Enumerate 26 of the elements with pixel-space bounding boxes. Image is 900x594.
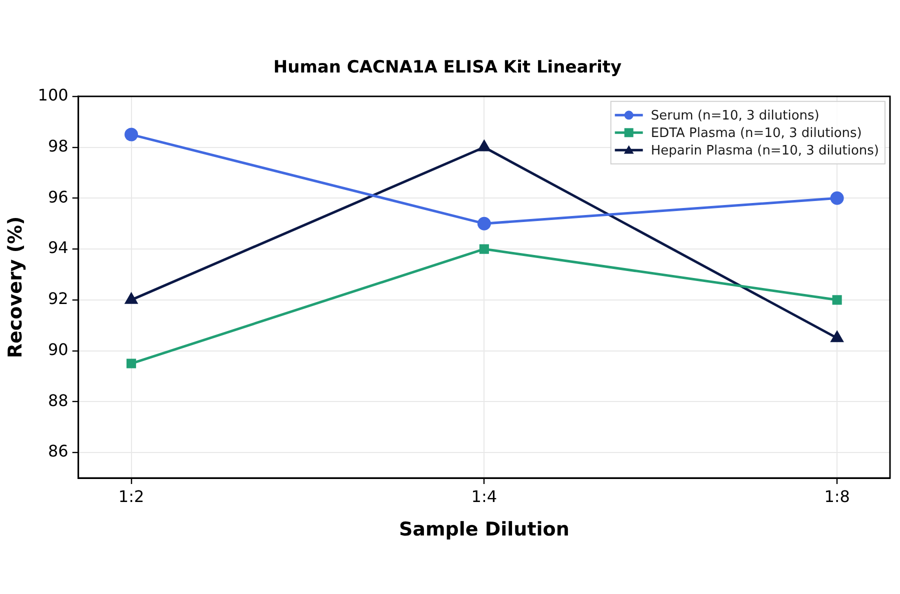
y-tick-label: 94 (48, 238, 68, 258)
y-tick-label: 98 (48, 136, 68, 156)
point (124, 128, 138, 142)
y-tick-label: 88 (48, 390, 68, 410)
legend-label: Heparin Plasma (n=10, 3 dilutions) (650, 144, 880, 159)
y-tick-label: 90 (48, 340, 68, 359)
x-tick-label: 1:2 (118, 486, 144, 506)
legend-label: Serum (n=10, 3 dilutions) (650, 108, 820, 124)
point (126, 358, 136, 368)
x-tick-label: 1:8 (824, 486, 850, 506)
legend-label: EDTA Plasma (n=10, 3 dilutions) (650, 126, 862, 142)
point (478, 140, 490, 152)
x-axis-title: Sample Dilution (398, 518, 570, 541)
point (831, 331, 844, 342)
y-tick-label: 86 (48, 442, 68, 461)
point (830, 191, 844, 205)
x-tick-label: 1:4 (471, 486, 498, 506)
chart-title: Human CACNA1A ELISA Kit Linearity (273, 58, 622, 78)
point (832, 295, 842, 305)
y-tick-label: 100 (38, 86, 68, 105)
point (477, 216, 491, 230)
y-axis-title: Recovery (%) (4, 216, 26, 358)
point (479, 244, 489, 254)
y-tick-label: 96 (48, 187, 68, 206)
point (125, 293, 138, 304)
y-tick-label: 92 (48, 289, 68, 308)
